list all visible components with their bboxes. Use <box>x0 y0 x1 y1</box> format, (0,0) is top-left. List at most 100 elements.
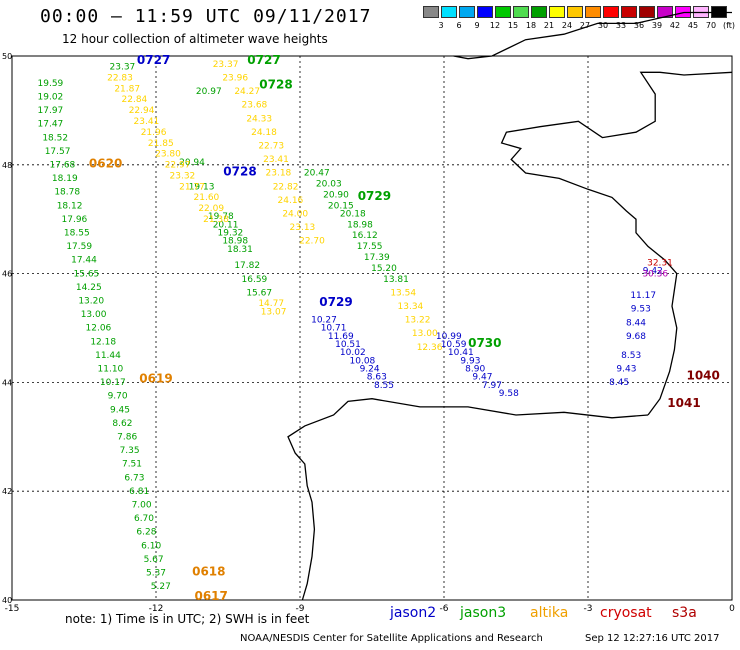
wave-height-value: 6.28 <box>136 528 156 538</box>
track-label: 0620 <box>89 157 122 171</box>
wave-height-value: 17.55 <box>357 242 383 252</box>
wave-height-value: 10.17 <box>100 378 126 388</box>
wave-height-value: 20.11 <box>213 220 239 230</box>
legend-swatch <box>639 6 655 18</box>
wave-height-value: 11.17 <box>630 291 656 301</box>
wave-height-value: 5.67 <box>144 555 164 565</box>
wave-height-value: 17.82 <box>234 261 260 271</box>
legend-label: 15 <box>507 21 519 30</box>
wave-height-value: 23.18 <box>266 169 292 179</box>
wave-height-value: 13.00 <box>412 329 438 339</box>
wave-height-value: 10.99 <box>436 332 462 342</box>
legend-swatch <box>603 6 619 18</box>
track-label: 0727 <box>247 53 280 67</box>
wave-height-value: 19.59 <box>38 79 64 89</box>
legend-swatch <box>495 6 511 18</box>
x-tick-label: 0 <box>729 604 735 614</box>
wave-height-value: 9.58 <box>499 389 519 399</box>
x-tick-label: -3 <box>584 604 593 614</box>
wave-height-value: 9.53 <box>631 305 651 315</box>
x-tick-label: -15 <box>5 604 20 614</box>
wave-height-value: 18.78 <box>54 188 80 198</box>
wave-height-value: 19.13 <box>189 182 215 192</box>
wave-height-value: 6.81 <box>129 487 149 497</box>
legend-swatch <box>459 6 475 18</box>
wave-height-value: 8.44 <box>626 318 646 328</box>
wave-height-value: 8.55 <box>374 381 394 391</box>
wave-height-value: 19.32 <box>218 229 244 239</box>
x-tick-label: -6 <box>440 604 449 614</box>
track-label: 0728 <box>223 165 256 179</box>
wave-height-value: 13.22 <box>405 316 431 326</box>
wave-height-value: 9.47 <box>472 373 492 383</box>
wave-height-value: 24.00 <box>282 209 308 219</box>
wave-height-value: 17.47 <box>38 120 64 130</box>
wave-height-value: 9.93 <box>460 356 480 366</box>
wave-height-value: 22.83 <box>107 73 133 83</box>
timestamp: Sep 12 12:27:16 UTC 2017 <box>585 633 720 644</box>
wave-height-value: 8.45 <box>609 378 629 388</box>
wave-height-value: 20.94 <box>179 158 205 168</box>
wave-height-value: 21.96 <box>141 128 167 138</box>
wave-height-value: 18.19 <box>52 174 78 184</box>
y-tick-label: 46 <box>2 270 12 279</box>
legend-swatch <box>477 6 493 18</box>
x-tick-label: -12 <box>149 604 164 614</box>
wave-height-value: 13.00 <box>81 310 107 320</box>
wave-height-value: 18.12 <box>57 201 83 211</box>
wave-height-value: 22.84 <box>122 95 148 105</box>
wave-height-value: 20.03 <box>316 180 342 190</box>
legend-label: 27 <box>579 21 591 30</box>
wave-height-value: 24.33 <box>246 114 272 124</box>
wave-height-value: 8.53 <box>621 351 641 361</box>
wave-height-value: 23.37 <box>110 63 136 73</box>
legend-label: 39 <box>651 21 663 30</box>
legend-label: 42 <box>669 21 681 30</box>
legend-s3a: s3a <box>672 605 697 621</box>
wave-height-value: 10.71 <box>321 324 347 334</box>
track-label: 0728 <box>259 78 292 92</box>
y-tick-label: 48 <box>2 161 12 170</box>
wave-height-value: 7.35 <box>120 446 140 456</box>
track-label: 0617 <box>194 589 227 603</box>
wave-height-value: 11.69 <box>328 332 354 342</box>
legend-swatch <box>531 6 547 18</box>
wave-height-value: 9.42 <box>643 267 663 277</box>
coastline <box>287 398 649 601</box>
track-label: 0618 <box>192 565 225 579</box>
legend-swatch <box>423 6 439 18</box>
chart-title: 00:00 – 11:59 UTC 09/11/2017 <box>40 6 372 27</box>
wave-height-value: 21.60 <box>194 193 220 203</box>
wave-height-value: 24.18 <box>251 128 277 138</box>
wave-height-value: 20.97 <box>196 87 222 97</box>
wave-height-value: 22.97 <box>165 161 191 171</box>
wave-height-value: 8.63 <box>367 373 387 383</box>
wave-height-value: 22.70 <box>299 237 325 247</box>
wave-height-value: 6.70 <box>134 514 154 524</box>
wave-height-value: 22.73 <box>258 141 284 151</box>
wave-height-value: 5.37 <box>146 569 166 579</box>
coastline <box>453 11 732 60</box>
wave-height-value: 21.87 <box>114 84 140 94</box>
wave-height-value: 20.90 <box>323 190 349 200</box>
wave-height-value: 17.44 <box>71 256 97 266</box>
wave-height-value: 7.86 <box>117 433 137 443</box>
y-tick-label: 50 <box>2 52 12 61</box>
wave-height-value: 14.25 <box>76 283 102 293</box>
wave-height-value: 17.39 <box>364 253 390 263</box>
wave-height-value: 18.98 <box>222 237 248 247</box>
legend-jason2: jason2 <box>390 605 437 621</box>
wave-height-value: 18.98 <box>347 220 373 230</box>
wave-height-value: 17.97 <box>38 106 64 116</box>
wave-height-value: 21.85 <box>148 139 174 149</box>
track-label: 0729 <box>319 295 352 309</box>
legend-swatch <box>441 6 457 18</box>
wave-height-value: 32.31 <box>647 258 673 268</box>
x-tick-label: -9 <box>296 604 305 614</box>
wave-height-value: 11.10 <box>98 365 124 375</box>
legend-label: 33 <box>615 21 627 30</box>
wave-height-value: 15.65 <box>74 269 100 279</box>
wave-height-value: 15.67 <box>246 288 272 298</box>
wave-height-value: 15.20 <box>371 264 397 274</box>
legend-unit: (ft) <box>723 21 736 30</box>
